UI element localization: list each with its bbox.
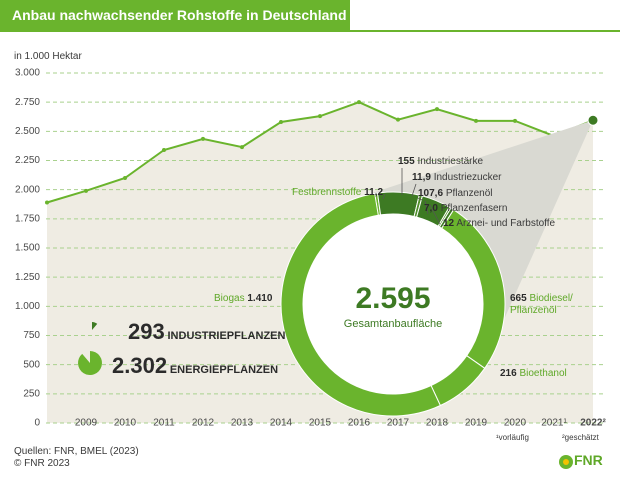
segment-label: 11,9 Industriezucker	[412, 172, 502, 184]
segment-label: 665 Biodiesel/ Pflanzenöl	[510, 293, 590, 317]
x-tick-label: 2020	[504, 418, 527, 429]
segment-label: 216 Bioethanol	[500, 368, 567, 380]
y-tick-label: 2.500	[15, 126, 40, 137]
segment-value: 11,9	[412, 172, 431, 183]
segment-label: Biogas 1.410	[214, 293, 272, 305]
point	[240, 145, 244, 150]
group-value: 2.302	[112, 353, 168, 378]
point	[435, 107, 439, 112]
segment-name: Arznei- und Farbstoffe	[456, 218, 556, 229]
segment-name: Pflanzenfasern	[440, 203, 508, 214]
segment-name: Biogas	[214, 293, 245, 304]
segment-label: 12 Arznei- und Farbstoffe	[443, 218, 555, 230]
y-tick-label: 2.000	[15, 184, 40, 195]
footnote: ²geschätzt	[562, 433, 599, 442]
x-tick-label: 2010	[114, 418, 137, 429]
copyright: © FNR 2023	[14, 458, 70, 469]
leader-line	[382, 193, 386, 200]
donut-segment	[280, 192, 442, 417]
x-tick-label: 2009	[75, 418, 98, 429]
chart-title: Anbau nachwachsender Rohstoffe in Deutsc…	[12, 7, 347, 23]
point	[123, 176, 127, 180]
group-label: 293 INDUSTRIEPFLANZEN	[128, 320, 285, 349]
segment-label: 155 Industriestärke	[398, 156, 483, 168]
x-tick-label: 2019	[465, 418, 488, 429]
x-tick-label: 2018	[426, 418, 449, 429]
y-tick-label: 2.250	[15, 155, 40, 166]
group-name: ENERGIEPFLANZEN	[169, 364, 279, 376]
logo: FNR	[574, 452, 603, 468]
x-tick-label: 2021¹	[541, 418, 567, 429]
segment-value: 12	[443, 218, 455, 229]
point	[474, 118, 478, 123]
y-tick-label: 750	[23, 330, 40, 341]
y-tick-label: 1.250	[15, 272, 40, 283]
group-icon	[92, 322, 98, 330]
y-tick-label: 500	[23, 359, 40, 370]
point	[396, 117, 400, 122]
y-tick-label: 250	[23, 388, 40, 399]
y-tick-label: 1.500	[15, 243, 40, 254]
x-tick-label: 2015	[309, 418, 332, 429]
group-name: INDUSTRIEPFLANZEN	[167, 330, 286, 342]
total-value: 2.595	[355, 282, 431, 315]
logo-icon	[563, 459, 569, 465]
segment-label: 7,0 Pflanzenfasern	[424, 203, 507, 215]
segment-name: Industriestärke	[417, 156, 484, 167]
footnote: ¹vorläufig	[496, 433, 529, 442]
segment-value: 7,0	[424, 203, 438, 214]
point	[279, 120, 283, 124]
x-tick-label: 2022²	[580, 418, 606, 429]
leader-line	[417, 197, 423, 201]
leader-line	[429, 204, 441, 225]
segment-value: 216	[500, 368, 517, 379]
x-tick-label: 2014	[270, 418, 293, 429]
y-tick-label: 2.750	[15, 97, 40, 108]
segment-name: Festbrennstoffe	[292, 187, 362, 198]
point	[201, 136, 205, 141]
group-icon	[78, 351, 103, 375]
segment-name: Bioethanol	[519, 368, 567, 379]
y-axis-label: in 1.000 Hektar	[14, 51, 82, 62]
point	[587, 114, 599, 126]
y-tick-label: 1.750	[15, 213, 40, 224]
donut-hole	[303, 214, 483, 394]
leader-line	[424, 200, 429, 215]
donut-segment	[376, 191, 420, 218]
point	[357, 100, 361, 105]
segment-name: Industriezucker	[433, 172, 502, 183]
segment-value: 11,2	[364, 187, 384, 198]
segment-label: Festbrennstoffe 11,2	[292, 187, 383, 199]
segment-name: Biodiesel/ Pflanzenöl	[510, 293, 573, 316]
segment-value: 155	[398, 156, 415, 167]
title-banner	[0, 0, 350, 32]
y-tick-label: 3.000	[15, 68, 40, 79]
x-tick-label: 2016	[348, 418, 371, 429]
x-tick-label: 2017	[387, 418, 410, 429]
segment-label: 107,6 Pflanzenöl	[418, 188, 493, 200]
point	[84, 188, 88, 193]
x-tick-label: 2013	[231, 418, 254, 429]
y-tick-label: 0	[34, 418, 40, 429]
total-text: Gesamtanbaufläche	[343, 318, 443, 330]
point	[318, 114, 322, 119]
segment-value: 107,6	[418, 188, 444, 199]
point	[513, 118, 517, 123]
y-tick-label: 1.000	[15, 301, 40, 312]
segment-value: 1.410	[247, 293, 273, 304]
point	[162, 148, 166, 152]
leader-line	[411, 183, 417, 197]
source: Quellen: FNR, BMEL (2023)	[14, 446, 139, 457]
x-tick-label: 2012	[192, 418, 215, 429]
segment-name: Pflanzenöl	[445, 188, 493, 199]
point	[45, 200, 49, 205]
segment-value: 665	[510, 293, 527, 304]
group-value: 293	[128, 319, 165, 344]
group-label: 2.302 ENERGIEPFLANZEN	[112, 354, 278, 383]
x-tick-label: 2011	[153, 418, 175, 429]
